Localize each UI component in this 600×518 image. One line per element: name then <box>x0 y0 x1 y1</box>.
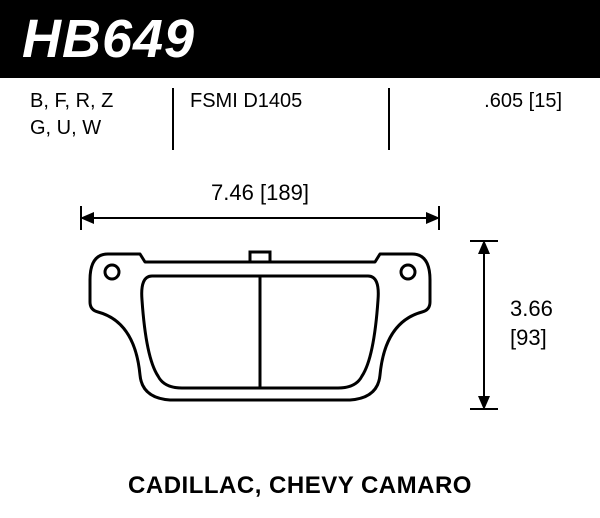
height-mm: [93] <box>510 324 553 353</box>
info-divider-2 <box>388 88 390 150</box>
height-arrow-icon <box>470 240 498 410</box>
compound-codes-line1: B, F, R, Z <box>30 88 170 115</box>
brake-pad-drawing <box>80 240 440 410</box>
width-dimension: 7.46 [189] <box>80 180 440 230</box>
info-row: B, F, R, Z G, U, W FSMI D1405 .605 [15] <box>0 78 600 158</box>
diagram-page: HB649 B, F, R, Z G, U, W FSMI D1405 .605… <box>0 0 600 518</box>
thickness: .605 [15] <box>402 88 562 115</box>
vehicle-applications: CADILLAC, CHEVY CAMARO <box>0 472 600 500</box>
thickness-mm: [15] <box>529 90 562 112</box>
info-divider-1 <box>172 88 174 150</box>
fsmi-code: FSMI D1405 <box>190 88 370 115</box>
height-dimension-label: 3.66 [93] <box>510 295 553 352</box>
thickness-in: .605 <box>484 90 523 112</box>
compound-codes: B, F, R, Z G, U, W <box>30 88 170 142</box>
height-dimension: 3.66 [93] <box>470 240 570 410</box>
width-mm: [189] <box>260 180 309 205</box>
height-in: 3.66 <box>510 295 553 324</box>
width-in: 7.46 <box>211 180 254 205</box>
compound-codes-line2: G, U, W <box>30 115 170 142</box>
width-dimension-label: 7.46 [189] <box>80 180 440 206</box>
dimension-area: 7.46 [189] <box>0 180 600 440</box>
width-arrow-icon <box>80 206 440 230</box>
header-bar: HB649 <box>0 0 600 78</box>
part-number: HB649 <box>22 8 195 70</box>
